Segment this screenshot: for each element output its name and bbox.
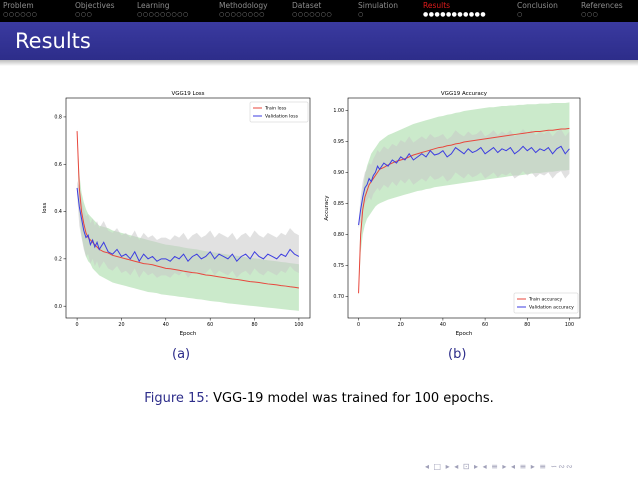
y-tick-label: 0.70: [333, 294, 344, 300]
nav-section-label: Results: [423, 1, 451, 10]
legend-entry: Validation loss: [265, 114, 299, 120]
legend-entry: Train loss: [264, 106, 287, 112]
nav-section-dots[interactable]: ○○○○○○○: [292, 11, 333, 18]
x-tick-label: 40: [163, 322, 169, 328]
axes-frame: [65, 97, 311, 319]
y-tick-label: 0.75: [333, 263, 344, 269]
legend-box: [513, 292, 579, 314]
nav-section-label: Methodology: [219, 1, 268, 10]
x-axis-label: Epoch: [456, 331, 473, 337]
x-tick-label: 100: [565, 322, 574, 328]
caption-text: VGG-19 model was trained for 100 epochs.: [213, 391, 494, 406]
nav-section-dataset[interactable]: Dataset ○○○○○○○: [292, 1, 332, 19]
caption-prefix: Figure 15:: [144, 391, 209, 406]
x-tick-label: 0: [357, 322, 360, 328]
plot-area: [358, 102, 570, 297]
nav-section-problem[interactable]: Problem ○○○○○○: [3, 1, 37, 19]
beamer-navigation-symbols[interactable]: ◂ □ ▸ ◂ ⊡ ▸ ◂ ≡ ▸ ◂ ≡ ▸ ≡ ∽∾∾: [425, 462, 574, 471]
x-axis-label: Epoch: [180, 331, 197, 337]
plot-area: [76, 128, 300, 311]
series-band-validation: [77, 180, 299, 278]
frame-title: Results: [15, 29, 91, 53]
nav-section-label: References: [581, 1, 623, 10]
x-tick-label: 40: [440, 322, 446, 328]
y-tick-label: 0.8: [54, 115, 62, 121]
y-tick-label: 0.0: [54, 304, 62, 310]
nav-section-dots[interactable]: ○○○: [75, 11, 93, 18]
y-tick-label: 0.80: [333, 232, 344, 238]
x-tick-label: 60: [482, 322, 488, 328]
nav-section-learning[interactable]: Learning ○○○○○○○○○: [137, 1, 189, 19]
subfigure-label-a: (a): [172, 347, 191, 362]
x-tick-label: 100: [294, 322, 303, 328]
chart-title: VGG19 Loss: [171, 91, 204, 97]
series-line-train: [76, 131, 299, 289]
frame-title-bar: Results: [0, 22, 638, 60]
y-tick-label: 0.2: [54, 257, 62, 263]
axes-frame: [347, 97, 581, 319]
chart-title: VGG19 Accuracy: [441, 91, 488, 97]
x-tick-label: 60: [207, 322, 213, 328]
y-axis-label: Accuracy: [324, 195, 330, 221]
x-tick-label: 0: [76, 322, 79, 328]
nav-section-label: Learning: [137, 1, 170, 10]
nav-section-dots[interactable]: ○: [358, 11, 364, 18]
y-tick-label: 0.85: [333, 201, 344, 207]
nav-section-label: Objectives: [75, 1, 115, 10]
subfigure-label-b: (b): [448, 347, 467, 362]
title-shadow: [0, 60, 638, 66]
nav-section-simulation[interactable]: Simulation ○: [358, 1, 398, 19]
x-tick-label: 80: [524, 322, 530, 328]
accuracy-chart: VGG19 Accuracy 0 20 40 60 80 100 0.70 0.75 0.80 0.…: [324, 91, 581, 337]
y-axis-label: loss: [42, 203, 48, 214]
y-tick-label: 1.00: [333, 108, 344, 114]
series-line-train: [358, 127, 570, 294]
nav-section-results[interactable]: Results ●●●●●●●●●●●: [423, 1, 486, 19]
section-navigation: Problem ○○○○○○ Objectives ○○○ Learning ○…: [0, 0, 638, 22]
nav-section-dots[interactable]: ○○○: [581, 11, 599, 18]
nav-section-dots[interactable]: ●●●●●●●●●●●: [423, 11, 487, 18]
nav-section-references[interactable]: References ○○○: [581, 1, 623, 19]
figure-caption: Figure 15: VGG-19 model was trained for …: [0, 391, 638, 406]
y-tick-label: 0.4: [54, 209, 62, 215]
nav-section-label: Conclusion: [517, 1, 558, 10]
nav-section-dots[interactable]: ○○○○○○: [3, 11, 38, 18]
y-tick-label: 0.95: [333, 139, 344, 145]
y-tick-label: 0.90: [333, 170, 344, 176]
series-line-validation: [358, 145, 570, 226]
nav-section-dots[interactable]: ○: [517, 11, 523, 18]
nav-section-label: Problem: [3, 1, 34, 10]
x-tick-label: 20: [118, 322, 124, 328]
nav-section-objectives[interactable]: Objectives ○○○: [75, 1, 114, 19]
nav-section-conclusion[interactable]: Conclusion ○: [517, 1, 558, 19]
nav-section-dots[interactable]: ○○○○○○○○○: [137, 11, 189, 18]
nav-section-label: Dataset: [292, 1, 322, 10]
x-tick-label: 20: [398, 322, 404, 328]
legend-entry: Train accuracy: [528, 297, 562, 303]
y-tick-label: 0.6: [54, 162, 62, 168]
series-line-validation: [76, 187, 300, 263]
legend-box: [249, 101, 309, 123]
loss-chart: VGG19 Loss 0 20 40 60 80 100 0.0 0.2 0.4 0.6 0.8 Epo…: [42, 91, 311, 337]
nav-section-methodology[interactable]: Methodology ○○○○○○○○: [219, 1, 268, 19]
nav-section-dots[interactable]: ○○○○○○○○: [219, 11, 265, 18]
nav-section-label: Simulation: [358, 1, 398, 10]
legend-entry: Validation accuracy: [529, 305, 574, 311]
x-tick-label: 80: [251, 322, 257, 328]
series-band-validation: [358, 128, 570, 229]
